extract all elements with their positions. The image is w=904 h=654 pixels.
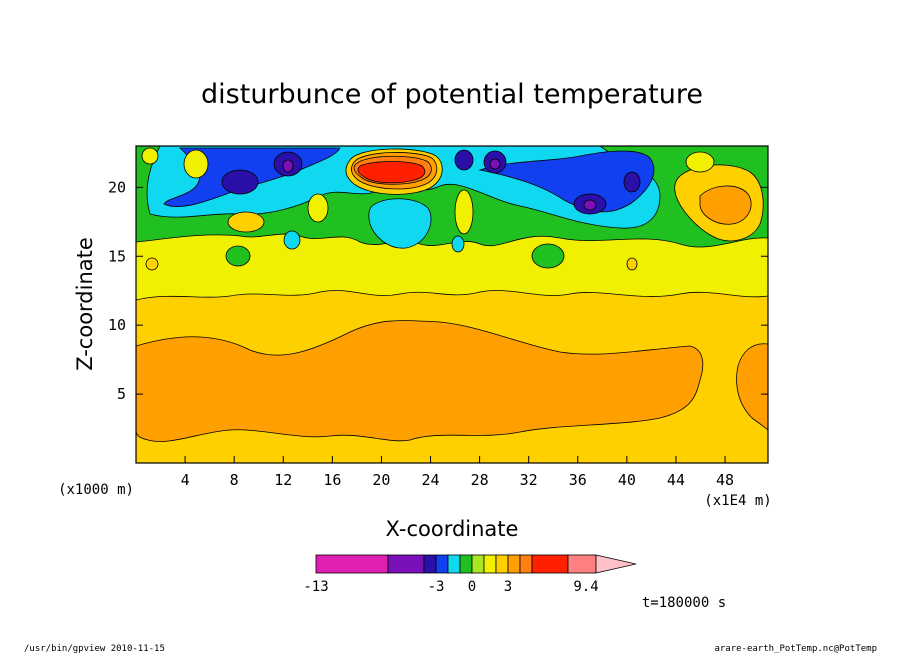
x-tick-label: 36 <box>569 471 587 489</box>
x-axis-label: X-coordinate <box>386 517 519 541</box>
colorbar-segment <box>567 554 597 574</box>
yellow-blob-2 <box>454 189 474 235</box>
band-low-orange <box>136 320 704 442</box>
orange-blob-1 <box>227 211 265 233</box>
colorbar-segment <box>423 554 437 574</box>
yellow-blob-4 <box>685 151 715 173</box>
colorbar-segment <box>507 554 521 574</box>
colorbar-ticks: -13 -3 0 3 9.4 <box>303 579 598 595</box>
core-navy-6 <box>623 171 641 193</box>
y-tick-label: 20 <box>108 178 126 196</box>
y-axis-ticks: 5 10 15 20 <box>108 178 768 403</box>
x-tick-label: 4 <box>181 471 190 489</box>
colorbar-segment <box>483 554 497 574</box>
colorbar-segment <box>315 554 389 574</box>
core-navy-2 <box>221 169 259 195</box>
cyan-blob-1 <box>283 230 301 250</box>
warm-core-max <box>357 161 426 184</box>
x-tick-label: 24 <box>421 471 439 489</box>
colorbar-segment <box>519 554 533 574</box>
x-axis-ticks: 4 8 12 16 20 24 28 32 36 40 44 48 <box>181 456 734 489</box>
colorbar-tick-label: -13 <box>303 579 328 595</box>
core-purple-2 <box>583 199 597 211</box>
x-tick-label: 48 <box>716 471 734 489</box>
green-blob-1 <box>225 245 251 267</box>
yellow-blob-5 <box>141 147 159 165</box>
colorbar-segment <box>459 554 473 574</box>
x-tick-label: 16 <box>323 471 341 489</box>
colorbar-tick-label: 9.4 <box>573 579 598 595</box>
yellow-blob-1 <box>183 149 209 179</box>
y-tick-label: 15 <box>108 247 126 265</box>
footer-right: arare-earth_PotTemp.nc@PotTemp <box>714 644 877 654</box>
colorbar-tick-label: 3 <box>504 579 512 595</box>
colorbar-segment <box>387 554 425 574</box>
y-axis-label: Z-coordinate <box>73 237 97 371</box>
core-purple-3 <box>489 158 501 170</box>
plot-frame <box>135 145 769 464</box>
yellow-blob-6 <box>145 257 159 271</box>
x-tick-label: 32 <box>520 471 538 489</box>
chart-title: disturbunce of potential temperature <box>201 79 703 110</box>
x-tick-label: 44 <box>667 471 685 489</box>
colorbar <box>315 554 637 574</box>
warm-right-inner <box>699 185 752 225</box>
colorbar-segment <box>531 554 569 574</box>
y-tick-label: 10 <box>108 316 126 334</box>
x-tick-label: 12 <box>274 471 292 489</box>
y-tick-label: 5 <box>117 385 126 403</box>
x-unit-label: (x1000 m) <box>58 482 134 498</box>
colorbar-segment <box>447 554 461 574</box>
colorbar-segment <box>495 554 509 574</box>
colorbar-tick-label: -3 <box>428 579 445 595</box>
x-tick-label: 28 <box>471 471 489 489</box>
core-navy-5 <box>454 149 474 171</box>
colorbar-segment <box>435 554 449 574</box>
x-tick-label: 40 <box>618 471 636 489</box>
cyan-center <box>368 198 432 249</box>
colorbar-segment <box>471 554 485 574</box>
x-tick-label: 20 <box>372 471 390 489</box>
core-purple-1 <box>282 159 294 173</box>
x-scale-note: (x1E4 m) <box>704 493 771 509</box>
footer-left: /usr/bin/gpview 2010-11-15 <box>24 644 165 654</box>
colorbar-arrow <box>595 554 637 574</box>
green-blob-2 <box>531 243 565 269</box>
plot-area <box>136 146 768 463</box>
cyan-blob-2 <box>451 235 465 253</box>
yellow-blob-3 <box>307 193 329 223</box>
colorbar-tick-label: 0 <box>468 579 476 595</box>
yellow-blob-7 <box>626 257 638 271</box>
x-tick-label: 8 <box>230 471 239 489</box>
band-blue-right <box>478 150 655 213</box>
band-right-orange <box>736 343 768 431</box>
time-label: t=180000 s <box>642 595 726 611</box>
